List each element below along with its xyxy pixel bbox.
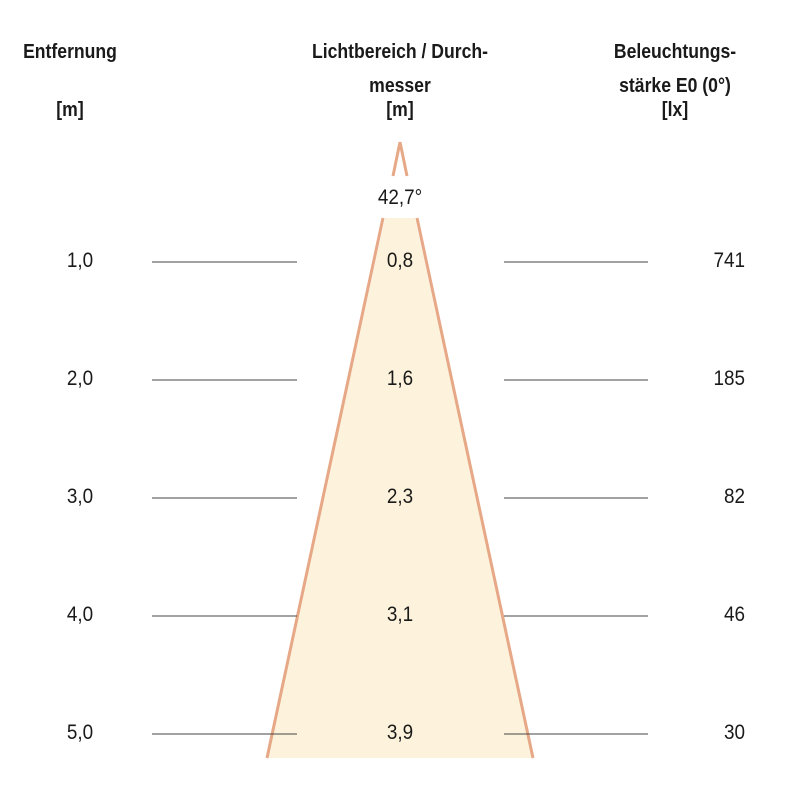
light-cone-fill (267, 218, 533, 758)
header-distance-label: Entfernung (23, 41, 117, 63)
illuminance-value: 30 (723, 721, 745, 744)
header-diameter-label-1: Lichtbereich / Durch- (311, 41, 489, 63)
cone-apex-right-edge (398, 141, 409, 177)
diameter-value: 2,3 (386, 485, 414, 508)
illuminance-value: 46 (723, 603, 745, 626)
header-illuminance: Beleuchtungs- stärke E0 (0°) [lx] (583, 40, 768, 122)
illuminance-value: 741 (713, 249, 745, 272)
beam-angle-label: 42,7° (377, 186, 423, 209)
header-diameter-unit: [m] (386, 99, 414, 121)
diameter-value: 3,9 (386, 721, 414, 744)
distance-value: 3,0 (66, 485, 94, 508)
header-diameter-label-2: messer (369, 75, 431, 97)
illuminance-value: 185 (713, 367, 745, 390)
header-distance-unit: [m] (56, 99, 84, 121)
cone-left-edge (265, 217, 385, 759)
diameter-value: 1,6 (386, 367, 414, 390)
distance-value: 2,0 (66, 367, 94, 390)
diameter-value: 3,1 (386, 603, 414, 626)
distance-value: 5,0 (66, 721, 94, 744)
header-diameter: Lichtbereich / Durch- messer [m] (277, 40, 523, 122)
header-illuminance-label-1: Beleuchtungs- (613, 41, 737, 63)
header-illuminance-unit: [lx] (661, 99, 689, 121)
cone-right-edge (415, 217, 535, 759)
header-distance: Entfernung [m] (17, 40, 123, 122)
diameter-value: 0,8 (386, 249, 414, 272)
cone-apex-left-edge (391, 141, 402, 177)
header-illuminance-label-2: stärke E0 (0°) (619, 75, 731, 97)
distance-value: 1,0 (66, 249, 94, 272)
illuminance-value: 82 (723, 485, 745, 508)
distance-value: 4,0 (66, 603, 94, 626)
